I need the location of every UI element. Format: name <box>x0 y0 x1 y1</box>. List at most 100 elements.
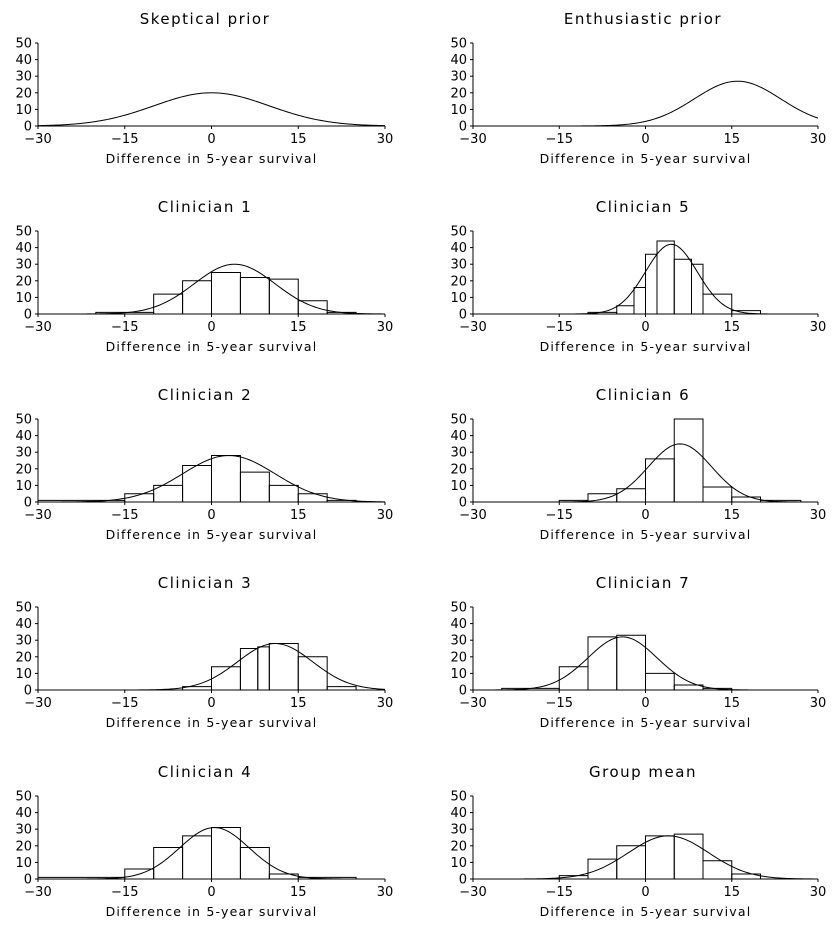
panel-title: Clinician 4 <box>158 763 252 781</box>
histogram-bar <box>239 648 259 690</box>
y-tick-label: 50 <box>15 601 32 616</box>
x-tick-label: −30 <box>459 696 486 711</box>
y-tick-label: 10 <box>450 667 467 682</box>
density-curve <box>38 455 386 503</box>
y-tick-label: 30 <box>450 634 467 649</box>
density-curve <box>473 243 818 315</box>
panel-title: Clinician 7 <box>596 574 690 592</box>
x-tick-label: 15 <box>723 508 740 523</box>
x-tick-label: 0 <box>641 132 649 147</box>
y-tick-label: 20 <box>450 839 467 854</box>
x-tick-label: 30 <box>377 132 394 147</box>
x-tick-label: −15 <box>111 132 138 147</box>
y-tick-label: 30 <box>15 258 32 273</box>
y-tick-label: 0 <box>24 120 32 135</box>
y-tick-label: 40 <box>15 617 32 632</box>
y-tick-label: 40 <box>450 241 467 256</box>
histogram-bar <box>702 860 733 879</box>
x-tick-label: −15 <box>546 132 573 147</box>
histogram-bar <box>673 833 704 879</box>
histogram-bar <box>673 258 692 314</box>
y-tick-label: 20 <box>15 274 32 289</box>
panel-title: Enthusiastic prior <box>564 10 722 28</box>
y-tick-label: 0 <box>459 496 467 511</box>
y-tick-label: 0 <box>459 873 467 888</box>
x-tick-label: −15 <box>546 885 573 900</box>
histogram-bar <box>239 471 270 502</box>
y-tick-label: 10 <box>15 479 32 494</box>
x-tick-label: 0 <box>641 696 649 711</box>
y-tick-label: 30 <box>450 258 467 273</box>
density-curve <box>38 827 385 880</box>
x-tick-label: 15 <box>290 696 307 711</box>
histogram-bar <box>731 310 761 314</box>
density-curve <box>472 636 818 691</box>
y-tick-label: 10 <box>15 856 32 871</box>
histogram-bar <box>211 827 241 879</box>
y-tick-label: 50 <box>450 790 467 805</box>
y-tick-label: 10 <box>15 667 32 682</box>
histogram-bar <box>616 634 646 690</box>
y-tick-label: 40 <box>450 617 467 632</box>
y-tick-label: 50 <box>450 225 467 240</box>
x-tick-label: −15 <box>111 696 138 711</box>
y-tick-label: 0 <box>24 496 32 511</box>
x-axis-label: Difference in 5-year survival <box>540 151 752 166</box>
panel-title: Clinician 2 <box>158 386 252 404</box>
x-tick-label: −15 <box>111 320 138 335</box>
y-tick-label: 50 <box>15 413 32 428</box>
y-tick-label: 30 <box>15 634 32 649</box>
y-tick-label: 40 <box>15 241 32 256</box>
x-tick-label: 0 <box>207 508 215 523</box>
y-tick-label: 0 <box>459 308 467 323</box>
x-tick-label: 0 <box>641 320 649 335</box>
y-tick-label: 20 <box>450 86 467 101</box>
y-tick-label: 10 <box>15 103 32 118</box>
x-tick-label: 0 <box>207 696 215 711</box>
x-tick-label: 30 <box>810 508 827 523</box>
y-tick-label: 10 <box>450 103 467 118</box>
y-tick-label: 0 <box>24 873 32 888</box>
y-tick-label: 0 <box>459 684 467 699</box>
y-tick-label: 30 <box>450 70 467 85</box>
panel-title: Skeptical prior <box>140 10 271 28</box>
y-tick-label: 50 <box>15 790 32 805</box>
x-tick-label: 30 <box>377 508 394 523</box>
x-tick-label: 30 <box>810 696 827 711</box>
x-axis-label: Difference in 5-year survival <box>540 715 752 730</box>
histogram-bar <box>616 488 646 502</box>
density-curve <box>473 835 819 880</box>
x-tick-label: −30 <box>24 885 51 900</box>
histogram-bar <box>645 835 675 879</box>
density-curve <box>473 443 819 503</box>
y-tick-label: 30 <box>450 823 467 838</box>
x-tick-label: 0 <box>641 885 649 900</box>
y-tick-label: 20 <box>450 462 467 477</box>
panel-title: Clinician 3 <box>158 574 252 592</box>
y-tick-label: 40 <box>450 53 467 68</box>
y-tick-label: 10 <box>450 479 467 494</box>
x-tick-label: −30 <box>459 132 486 147</box>
y-tick-label: 40 <box>450 806 467 821</box>
density-curve <box>473 80 819 127</box>
x-axis-label: Difference in 5-year survival <box>540 904 752 919</box>
x-tick-label: 15 <box>723 885 740 900</box>
x-tick-label: 30 <box>377 320 394 335</box>
y-tick-label: 20 <box>15 650 32 665</box>
y-tick-label: 30 <box>15 70 32 85</box>
histogram-bar <box>616 305 635 314</box>
x-tick-label: 30 <box>377 696 394 711</box>
x-tick-label: −30 <box>24 132 51 147</box>
y-tick-label: 40 <box>450 429 467 444</box>
y-tick-label: 30 <box>15 446 32 461</box>
y-tick-label: 20 <box>450 650 467 665</box>
y-tick-label: 20 <box>15 462 32 477</box>
x-tick-label: −30 <box>24 508 51 523</box>
histogram-bar <box>673 684 704 690</box>
histogram-bar <box>211 272 241 314</box>
histogram-bar <box>702 486 733 502</box>
